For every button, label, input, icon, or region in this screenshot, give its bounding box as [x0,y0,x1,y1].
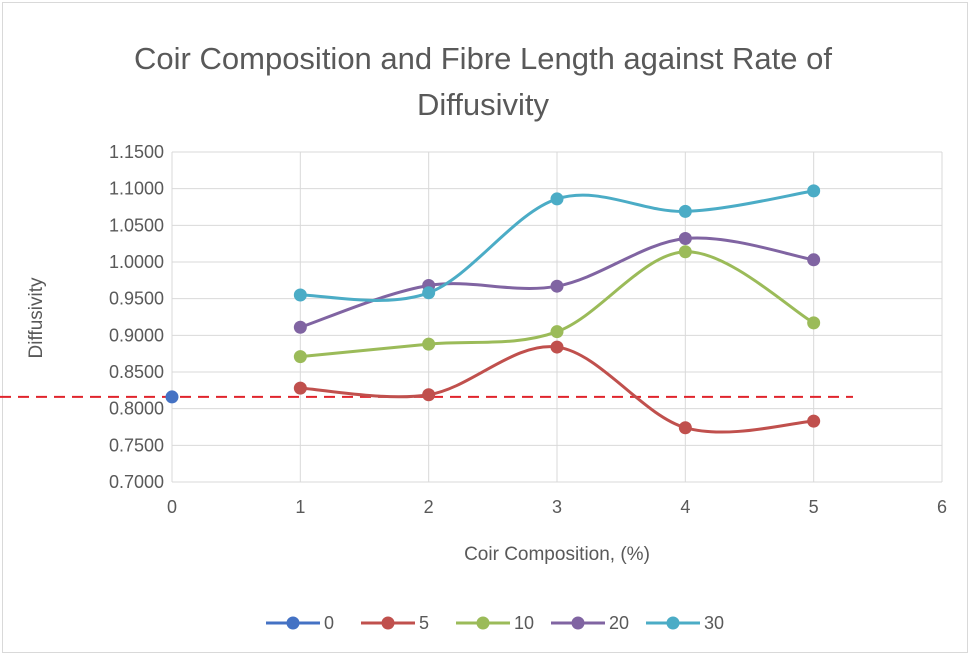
y-tick-label: 1.1500 [109,142,164,162]
series-10-point [293,350,307,364]
series-20-point [293,320,307,334]
legend-item-0: 0 [266,613,334,633]
chart-title-line-2: Diffusivity [416,87,550,122]
y-tick-label: 0.9000 [109,325,164,345]
series-5-point [422,388,436,402]
series-0-point [165,390,179,404]
tick-labels: 0.7000 0.7500 0.8000 0.8500 0.9000 0.9500 1.00… [109,142,947,517]
series-10-point [550,325,564,339]
legend-marker [571,616,585,630]
x-axis-title: Coir Composition, (%) [464,544,650,565]
x-tick-label: 0 [167,497,177,517]
y-tick-label: 1.1000 [109,179,164,199]
series-20-point [807,253,821,267]
series-30-point [678,204,692,218]
y-tick-label: 0.8500 [109,362,164,382]
series-20-point [550,279,564,293]
series-30-point [807,184,821,198]
series-10-point [678,245,692,259]
series-30-point [422,286,436,300]
y-tick-label: 0.7500 [109,435,164,455]
x-tick-label: 6 [937,497,947,517]
series-10-point [807,316,821,330]
legend-item-20: 20 [551,613,629,633]
legend-marker [286,616,300,630]
series-30-point [550,192,564,206]
y-tick-label: 1.0500 [109,215,164,235]
series-5-point [678,421,692,435]
y-tick-label: 0.8000 [109,399,164,419]
series-points [165,184,821,435]
y-tick-label: 0.7000 [109,472,164,492]
legend-label: 10 [514,613,534,633]
y-axis-title: Diffusivity [26,277,47,358]
legend-label: 30 [704,613,724,633]
y-tick-label: 0.9500 [109,289,164,309]
chart-title-line-1: Coir Composition and Fibre Length agains… [134,41,832,76]
x-tick-label: 3 [552,497,562,517]
chart-title: Coir Composition and Fibre Length agains… [0,36,966,128]
legend-item-30: 30 [646,613,724,633]
series-5-point [550,340,564,354]
legend-item-10: 10 [456,613,534,633]
legend-label: 0 [324,613,334,633]
legend-marker [381,616,395,630]
x-tick-label: 2 [424,497,434,517]
y-tick-label: 1.0000 [109,252,164,272]
series-5-point [807,414,821,428]
series-10-point [422,337,436,351]
legend-label: 20 [609,613,629,633]
x-tick-label: 5 [809,497,819,517]
series-30-point [293,288,307,302]
x-tick-label: 1 [295,497,305,517]
legend-label: 5 [419,613,429,633]
legend-marker [476,616,490,630]
series-20-point [678,232,692,246]
legend: 0 5 10 20 30 [266,613,724,633]
legend-item-5: 5 [361,613,429,633]
series-5-point [293,381,307,395]
x-tick-label: 4 [680,497,690,517]
legend-marker [666,616,680,630]
